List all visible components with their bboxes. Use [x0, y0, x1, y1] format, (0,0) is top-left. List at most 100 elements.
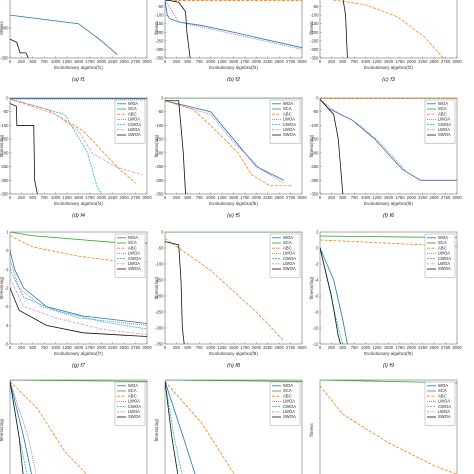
x-tick-label: 1000: [361, 345, 371, 350]
x-tick-label: 250: [328, 195, 336, 200]
legend-entry: LWOA: [283, 409, 295, 414]
x-tick-label: 2250: [263, 195, 273, 200]
legend-entry: WOA: [128, 235, 138, 240]
x-tick-label: 0: [164, 59, 167, 64]
legend-entry: SCA: [128, 106, 137, 111]
chart-panel-5: 0 250 500 750 1000 1250 1500 1750 2000 2250 2500 27…: [154, 96, 307, 220]
legend-entry: SCA: [438, 388, 447, 393]
x-tick-label: 500: [339, 345, 347, 350]
legend-entry: CWOA: [128, 122, 141, 127]
legend-entry: CWOA: [438, 122, 451, 127]
x-tick-label: 1000: [361, 195, 371, 200]
plot-area: [9, 0, 148, 59]
legend-entry: LWOA: [128, 127, 140, 132]
x-tick-label: 1750: [240, 195, 250, 200]
series-group: [10, 232, 147, 337]
x-tick-label: 1750: [85, 195, 95, 200]
series-line-woa: [165, 0, 302, 49]
x-axis-label: Evolutionary algebra(f9): [364, 351, 413, 356]
series-line-woa: [320, 247, 348, 344]
y-tick-label: -10: [312, 326, 319, 331]
series-group: [10, 98, 147, 194]
x-tick-label: 1250: [372, 59, 382, 64]
x-tick-label: 2000: [252, 345, 262, 350]
series-group: [165, 98, 302, 194]
legend-entry: ABC: [283, 393, 292, 398]
legend-box: [114, 233, 146, 278]
legend-entry: LWOA: [128, 251, 140, 256]
x-tick-label: 2750: [131, 345, 141, 350]
legend-entry: SWOA: [283, 414, 296, 419]
x-tick-label: 2750: [286, 345, 296, 350]
x-tick-label: 2000: [407, 345, 417, 350]
series-line-sca: [165, 380, 302, 382]
legend-entry: CWOA: [438, 256, 451, 261]
legend-entry: ABC: [438, 393, 447, 398]
y-tick-label: 2: [316, 230, 319, 235]
x-tick-label: 1250: [372, 345, 382, 350]
series-line-abc: [165, 238, 285, 342]
y-tick-label: -300: [155, 178, 164, 183]
x-tick-label: 3000: [452, 345, 462, 350]
legend-entry: CWOA: [128, 404, 141, 409]
x-tick-label: 2000: [97, 345, 107, 350]
x-axis-label: Evolutionary algebra(f3): [364, 65, 413, 70]
series-line-swoa: [10, 103, 38, 194]
y-tick-label: -250: [0, 164, 9, 169]
legend-entry: LWOA: [438, 261, 450, 266]
legend-entry: SCA: [283, 388, 292, 393]
y-tick-label: -350: [310, 192, 319, 197]
x-tick-label: 0: [164, 195, 167, 200]
x-tick-label: 500: [29, 59, 37, 64]
chart-panel-9: 0 250 500 750 1000 1250 1500 1750 2000 2250 2500 27…: [309, 230, 462, 370]
y-tick-label: -300: [310, 178, 319, 183]
series-line-lwoa-2: [10, 278, 147, 336]
panel-caption: (h) f8: [227, 363, 241, 369]
y-axis-label: fitness: [309, 21, 314, 35]
y-tick-label: -12: [312, 342, 319, 347]
x-tick-label: 750: [351, 59, 359, 64]
y-axis-label: fitness(log): [0, 276, 4, 299]
x-tick-label: 500: [29, 345, 37, 350]
x-tick-label: 3000: [142, 345, 152, 350]
legend-box: [424, 381, 456, 426]
x-tick-label: 2750: [441, 59, 451, 64]
series-line-swoa: [10, 287, 147, 337]
y-tick-label: -150: [155, 21, 164, 26]
y-tick-label: -250: [155, 164, 164, 169]
x-tick-label: 500: [29, 195, 37, 200]
x-tick-label: 1250: [372, 195, 382, 200]
y-tick-label: -350: [155, 56, 164, 61]
x-tick-label: 2500: [120, 195, 130, 200]
x-tick-label: 2250: [418, 59, 428, 64]
x-tick-label: 1500: [74, 195, 84, 200]
y-tick-label: -50: [157, 246, 164, 251]
x-tick-label: 250: [18, 195, 26, 200]
series-line-lwoa: [165, 0, 302, 50]
legend-entry: ABC: [128, 393, 137, 398]
x-tick-label: 2500: [120, 59, 130, 64]
y-tick-label: -300: [155, 47, 164, 52]
legend-box: [114, 381, 146, 426]
x-tick-label: 500: [184, 195, 192, 200]
x-tick-label: 0: [319, 345, 322, 350]
x-tick-label: 1000: [206, 59, 216, 64]
x-tick-label: 2500: [430, 59, 440, 64]
series-line-abc: [165, 381, 235, 474]
legend-box: [269, 99, 301, 144]
x-tick-label: 2500: [275, 59, 285, 64]
y-tick-label: -50: [157, 109, 164, 114]
legend-entry: SCA: [283, 240, 292, 245]
x-tick-label: 1750: [240, 59, 250, 64]
x-tick-label: 2750: [131, 195, 141, 200]
y-tick-label: -50: [312, 4, 319, 9]
y-axis-label: fitness(log): [0, 418, 4, 441]
y-tick-label: -200: [0, 150, 9, 155]
legend-entry: SCA: [128, 240, 137, 245]
x-tick-label: 1000: [361, 59, 371, 64]
x-tick-label: 2750: [286, 195, 296, 200]
